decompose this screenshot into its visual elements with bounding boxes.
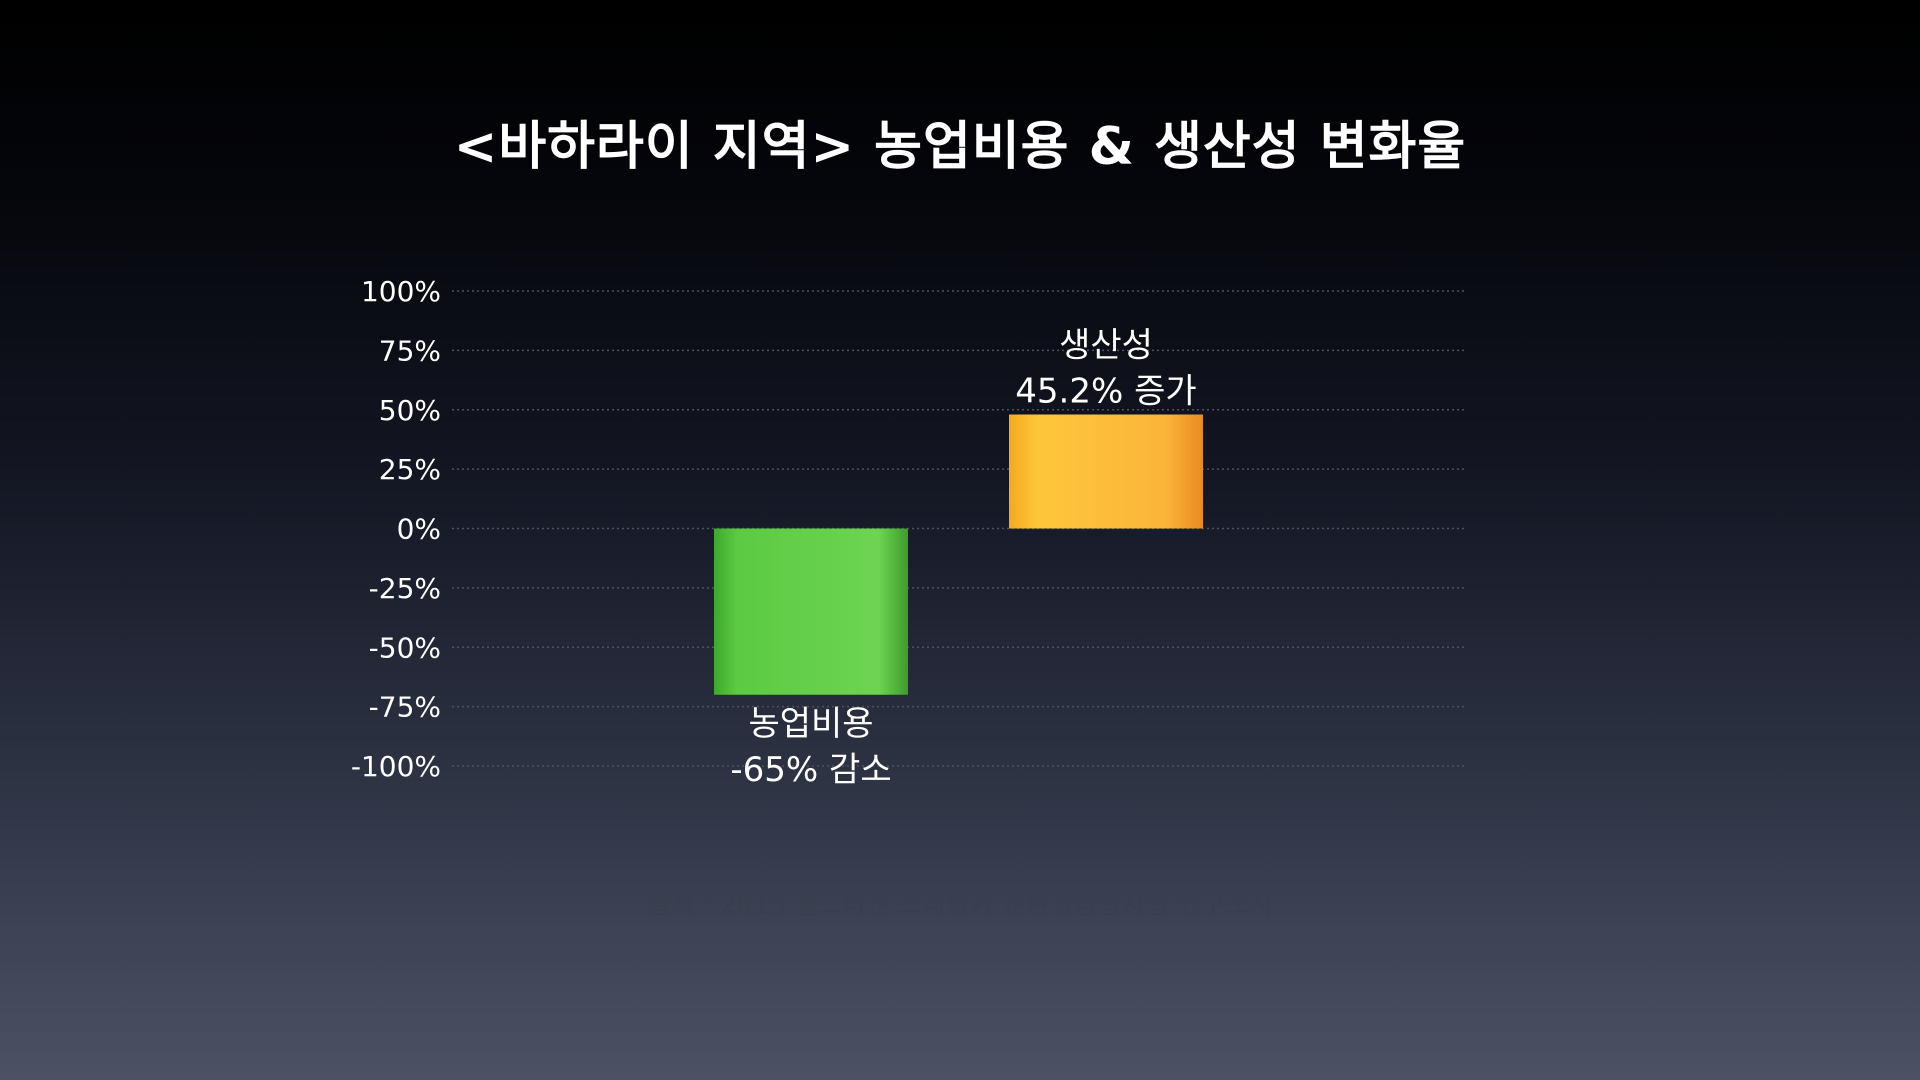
y-axis-ticks: 100% 75% 50% 25% 0% -25% -50% -75% -100% — [351, 275, 441, 783]
y-tick-label: -75% — [369, 691, 441, 724]
data-label-category: 농업비용 — [748, 704, 873, 744]
y-tick-label: 75% — [379, 334, 441, 367]
y-tick-label: -50% — [369, 631, 441, 664]
data-label-value: -65% 감소 — [730, 750, 891, 790]
source-note: 출처 : 2015 월드비전 스리랑카 친환경농업사업 연구조사 — [646, 890, 1274, 920]
y-tick-label: 0% — [397, 513, 441, 546]
data-label-value: 45.2% 증가 — [1015, 372, 1196, 412]
chart-title: <바하라이 지역> 농업비용 & 생산성 변화율 — [453, 117, 1467, 177]
bar-farming-cost — [714, 528, 908, 695]
data-labels: 농업비용 -65% 감소 생산성 45.2% 증가 — [730, 326, 1196, 790]
data-label-category: 생산성 — [1059, 326, 1153, 366]
y-tick-label: 100% — [361, 275, 441, 308]
y-tick-label: -25% — [369, 572, 441, 605]
gridlines — [452, 290, 1465, 767]
y-tick-label: 25% — [379, 453, 441, 486]
bar-productivity — [1009, 414, 1203, 529]
y-tick-label: -100% — [351, 750, 441, 783]
y-tick-label: 50% — [379, 394, 441, 427]
bars — [714, 414, 1203, 695]
